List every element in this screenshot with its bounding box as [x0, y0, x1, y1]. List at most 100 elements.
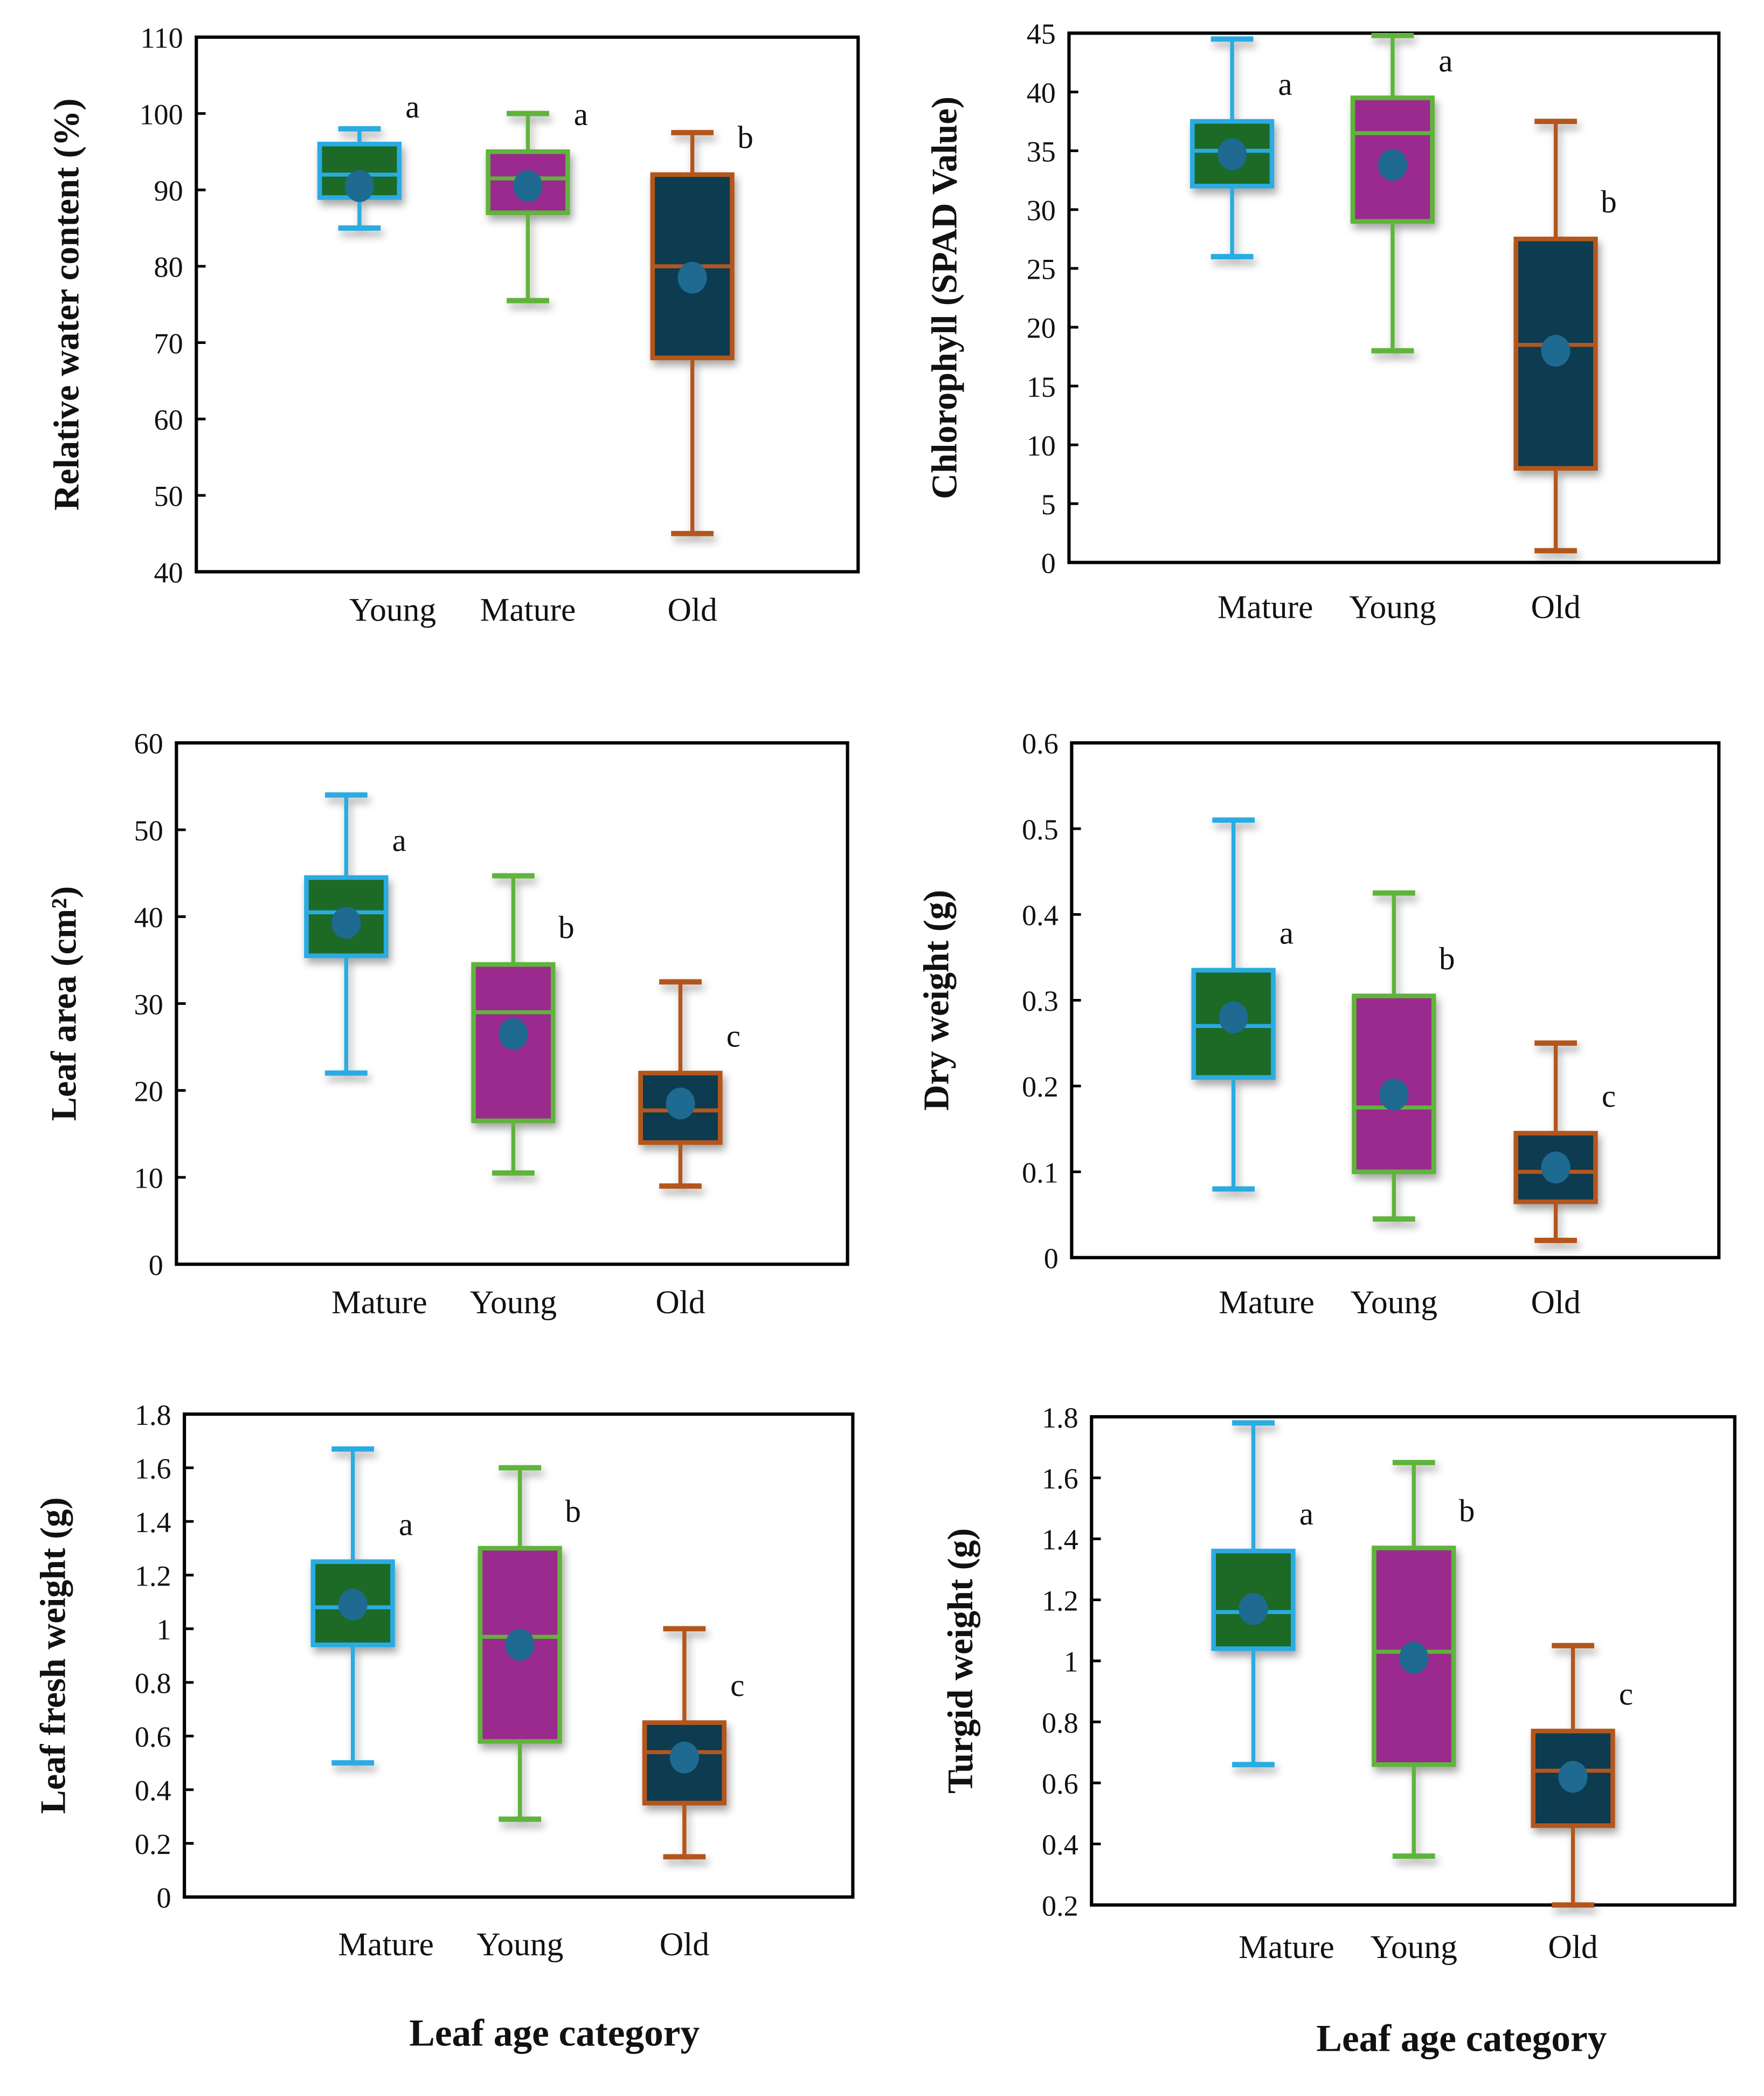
significance-letter: a — [574, 96, 588, 132]
significance-letter: c — [730, 1667, 744, 1703]
y-tick-label: 60 — [134, 728, 163, 760]
x-category-label: Old — [655, 1284, 705, 1321]
mean-marker — [669, 1741, 699, 1774]
y-axis-label: Relative water content (%) — [47, 99, 86, 511]
y-axis-label: Chlorophyll (SPAD Value) — [925, 96, 964, 499]
significance-letter: b — [1459, 1493, 1475, 1528]
mean-marker — [1541, 1152, 1571, 1184]
significance-letter: b — [558, 909, 575, 945]
significance-letter: a — [405, 89, 419, 125]
y-axis-label: Leaf area (cm²) — [44, 886, 84, 1121]
x-category-label: Old — [667, 592, 717, 629]
iqr-box — [1350, 95, 1435, 224]
x-category-label: Mature — [1239, 1929, 1334, 1966]
y-tick-label: 40 — [154, 556, 183, 589]
x-category-label: Old — [660, 1926, 709, 1963]
mean-marker — [505, 1629, 535, 1661]
box-old — [650, 130, 735, 536]
x-category-label: Young — [470, 1284, 557, 1321]
y-tick-label: 35 — [1027, 135, 1056, 168]
y-tick-label: 1.6 — [135, 1452, 171, 1485]
y-tick-label: 20 — [1027, 312, 1056, 344]
x-category-label: Young — [476, 1926, 563, 1963]
y-tick-label: 10 — [134, 1162, 163, 1195]
y-tick-label: 1.4 — [135, 1506, 171, 1539]
y-tick-label: 1.2 — [135, 1560, 171, 1592]
significance-letter: a — [1438, 43, 1452, 78]
significance-letter: c — [727, 1018, 741, 1053]
iqr-box — [1211, 1548, 1296, 1651]
y-tick-label: 0.4 — [1042, 1829, 1078, 1861]
box-old — [1513, 1040, 1598, 1243]
iqr-box — [1190, 119, 1275, 189]
panel-5: 0 0.2 0.4 0.6 0.8 1 1.2 1.4 1.6 1.8 Leaf fresh wei… — [34, 1399, 855, 1963]
y-tick-label: 30 — [134, 988, 163, 1021]
y-tick-label: 0.4 — [135, 1775, 171, 1807]
mean-marker — [513, 170, 543, 202]
y-tick-label: 0.1 — [1022, 1156, 1059, 1189]
panel-4: 0 0.1 0.2 0.3 0.4 0.5 0.6 Dry weight (g) a Mature… — [917, 728, 1721, 1321]
significance-letter: b — [1601, 184, 1617, 219]
panel-3: 0 10 20 30 40 50 60 Leaf area (cm²) a Mature b Youn… — [44, 728, 849, 1321]
y-tick-label: 5 — [1041, 488, 1056, 521]
y-tick-label: 100 — [139, 98, 183, 130]
y-tick-label: 50 — [134, 815, 163, 847]
mean-marker — [677, 261, 707, 294]
y-tick-label: 0.2 — [1042, 1890, 1078, 1922]
y-tick-label: 90 — [154, 175, 183, 207]
box-young — [1352, 890, 1436, 1222]
mean-marker — [1379, 1078, 1409, 1111]
y-tick-label: 0 — [1044, 1242, 1059, 1274]
y-tick-label: 25 — [1027, 253, 1056, 286]
iqr-box — [486, 149, 570, 216]
mean-marker — [1219, 1001, 1248, 1033]
x-category-label: Young — [1371, 1929, 1457, 1966]
y-tick-label: 40 — [1027, 77, 1056, 109]
x-category-label: Old — [1531, 1284, 1580, 1321]
box-mature — [486, 111, 570, 304]
significance-letter: c — [1602, 1078, 1616, 1114]
y-tick-label: 0.6 — [1022, 728, 1059, 760]
x-category-label: Young — [1351, 1284, 1437, 1321]
y-tick-label: 0.6 — [135, 1721, 171, 1753]
y-tick-label: 0 — [156, 1882, 171, 1914]
y-tick-label: 0.8 — [1042, 1707, 1078, 1739]
x-axis-title-left: Leaf age category — [409, 2011, 700, 2054]
y-tick-label: 1.8 — [135, 1399, 171, 1431]
plot-frame — [183, 1412, 855, 1899]
significance-letter: a — [392, 823, 406, 858]
mean-marker — [1239, 1593, 1268, 1625]
y-tick-label: 0.4 — [1022, 899, 1059, 932]
x-category-label: Mature — [331, 1284, 427, 1321]
y-axis-label: Dry weight (g) — [917, 890, 957, 1111]
y-tick-label: 45 — [1027, 18, 1056, 50]
y-tick-label: 1 — [1064, 1646, 1078, 1678]
panel-2: 0 5 10 15 20 25 30 35 40 45 Chlorophyll (SPAD Valu… — [925, 18, 1721, 626]
y-tick-label: 0.3 — [1022, 985, 1059, 1017]
mean-marker — [499, 1018, 528, 1050]
y-tick-label: 50 — [154, 480, 183, 513]
x-category-label: Mature — [480, 592, 576, 629]
significance-letter: a — [1299, 1496, 1313, 1532]
box-old — [638, 979, 723, 1189]
y-tick-label: 0.8 — [135, 1667, 171, 1699]
y-tick-label: 40 — [134, 901, 163, 934]
y-axis-label: Turgid weight (g) — [941, 1528, 980, 1794]
y-tick-label: 10 — [1027, 430, 1056, 462]
y-tick-label: 20 — [134, 1075, 163, 1107]
significance-letter: a — [1278, 66, 1292, 102]
y-tick-label: 1.6 — [1042, 1463, 1078, 1495]
panel-1: 40 50 60 70 80 90 100 110 Relative water content… — [47, 22, 860, 629]
mean-marker — [344, 170, 375, 202]
x-category-label: Old — [1548, 1929, 1597, 1966]
x-category-label: Young — [349, 592, 436, 629]
y-tick-label: 0.6 — [1042, 1768, 1078, 1800]
x-axis-title-right: Leaf age category — [1316, 2017, 1607, 2059]
y-tick-label: 60 — [154, 404, 183, 436]
x-category-label: Young — [1349, 589, 1436, 626]
x-category-label: Mature — [338, 1926, 434, 1963]
mean-marker — [1217, 138, 1247, 170]
mean-marker — [1558, 1761, 1588, 1793]
y-tick-label: 0 — [149, 1249, 163, 1281]
